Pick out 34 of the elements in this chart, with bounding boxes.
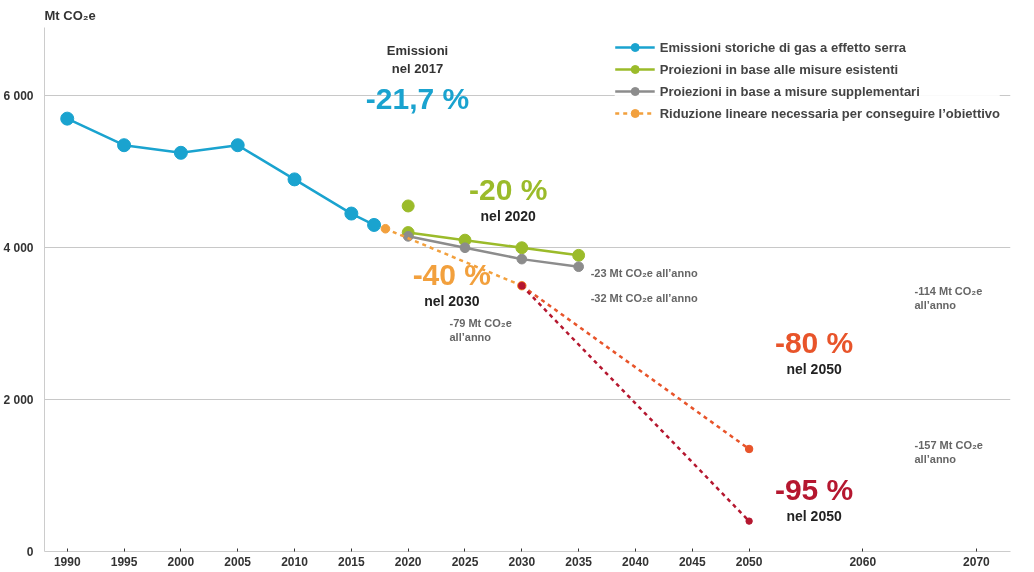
- legend-label: Proiezioni in base a misure supplementari: [659, 83, 920, 99]
- y-axis-title: Mt CO₂e: [44, 7, 96, 23]
- y-tick-label: 2 000: [3, 392, 34, 407]
- x-tick-label: 2040: [622, 554, 650, 569]
- annotation: -79 Mt CO₂e all’anno: [449, 316, 512, 343]
- x-tick-label: 2060: [849, 554, 877, 569]
- annotation: -32 Mt CO₂e all’anno: [590, 291, 698, 304]
- annotation: -23 Mt CO₂e all’anno: [590, 267, 698, 280]
- annotation: Emissioni nel 2017 -21,7 %: [365, 42, 470, 115]
- annotation: -80 % nel 2050: [774, 325, 854, 377]
- x-tick-label: 2035: [565, 554, 593, 569]
- x-tick-label: 2005: [224, 554, 252, 569]
- x-tick-label: 2015: [338, 554, 366, 569]
- x-tick-label: 1995: [110, 554, 138, 569]
- annotation: -95 % nel 2050: [774, 473, 854, 525]
- x-tick-label: 2050: [735, 554, 763, 569]
- legend-label: Riduzione lineare necessaria per conseguire l’obiettivo: [659, 105, 1000, 121]
- x-tick-label: 2030: [508, 554, 536, 569]
- x-tick-label: 2045: [678, 554, 706, 569]
- y-tick-label: 0: [26, 544, 34, 559]
- x-tick-label: 2020: [394, 554, 422, 569]
- x-tick-label: 1990: [53, 554, 81, 569]
- annotation: -157 Mt CO₂e all’anno: [914, 438, 983, 465]
- x-tick-label: 2070: [963, 554, 991, 569]
- legend-label: Proiezioni in base alle misure esistenti: [659, 61, 899, 77]
- annotation: -40 % nel 2030: [412, 257, 492, 309]
- legend-label: Emissioni storiche di gas a effetto serra: [659, 39, 907, 55]
- x-tick-label: 2025: [451, 554, 479, 569]
- x-tick-label: 2000: [167, 554, 195, 569]
- y-tick-label: 4 000: [3, 240, 34, 255]
- y-tick-label: 6 000: [3, 88, 34, 103]
- annotation: -114 Mt CO₂e all’anno: [914, 284, 983, 311]
- x-tick-label: 2010: [281, 554, 309, 569]
- annotation: -20 % nel 2020: [468, 172, 548, 224]
